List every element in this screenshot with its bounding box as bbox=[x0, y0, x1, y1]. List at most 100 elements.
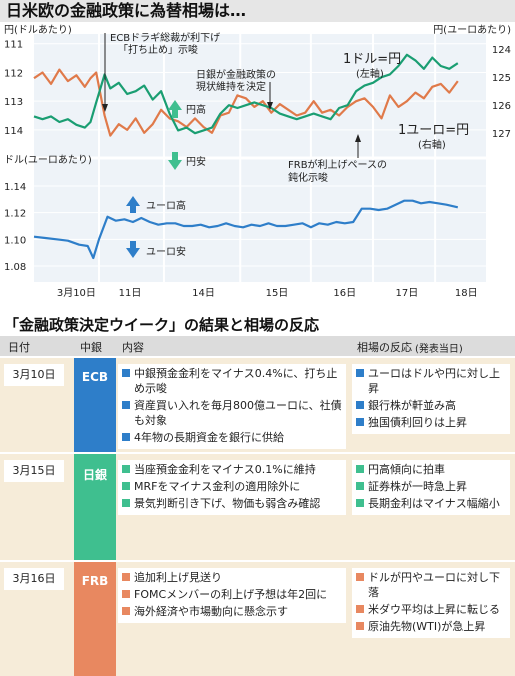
series-lines bbox=[33, 53, 459, 260]
bottom-tick-label: 1.10 bbox=[4, 235, 26, 246]
left-axis-unit: 円(ドルあたり) bbox=[4, 24, 72, 36]
content-item: 4年物の長期資金を銀行に供給 bbox=[122, 430, 342, 445]
bank-name: ECB bbox=[81, 370, 109, 384]
row-reaction: ユーロはドルや円に対し上昇 銀行株が軒並み高 独国債利回りは上昇 bbox=[352, 364, 510, 434]
reaction-item: 銀行株が軒並み高 bbox=[356, 398, 506, 413]
header-content: 内容 bbox=[122, 341, 144, 354]
bullet-icon bbox=[356, 573, 364, 581]
row-content: 中銀預金金利をマイナス0.4%に、打ち止め示唆 資産買い入れを毎月800億ユーロ… bbox=[118, 364, 346, 449]
x-tick-label: 15日 bbox=[266, 288, 289, 299]
content-text: 資産買い入れを毎月800億ユーロに、社債も対象 bbox=[134, 399, 342, 427]
bottom-tick-label: 1.14 bbox=[4, 182, 26, 193]
content-item: 当座預金金利をマイナス0.1%に維持 bbox=[122, 462, 342, 477]
content-item: 景気判断引き下げ、物価も弱含み確認 bbox=[122, 496, 342, 511]
policy-table: 「金融政策決定ウイーク」の結果と相場の反応 日付 中銀 内容 相場の反応 (発表… bbox=[0, 312, 515, 676]
header-reaction-note: (発表当日) bbox=[415, 344, 463, 355]
row-date: 3月15日 bbox=[4, 460, 64, 482]
reaction-text: 銀行株が軒並み高 bbox=[368, 399, 456, 412]
left-tick-label: 114 bbox=[4, 126, 23, 137]
chart-title: 日米欧の金融政策に為替相場は… bbox=[6, 1, 246, 20]
header-date: 日付 bbox=[8, 341, 30, 354]
chart-svg: 日米欧の金融政策に為替相場は… 円(ドルあたり) 円(ユーロあたり) ドル(ユー… bbox=[0, 0, 515, 299]
tick-labels: 111 112 113 114 124 125 126 127 1.14 1.12 1.10 1.08 bbox=[4, 40, 511, 273]
table-title: 「金融政策決定ウイーク」の結果と相場の反応 bbox=[4, 316, 320, 334]
content-item: MRFをマイナス金利の適用除外に bbox=[122, 479, 342, 494]
yen-down-arrow bbox=[168, 152, 182, 170]
usd-series-label: 1ドル=円 bbox=[343, 52, 401, 67]
header-bank: 中銀 bbox=[80, 341, 102, 354]
x-tick-label: 3月10日 bbox=[57, 287, 96, 299]
row-reaction: ドルが円やユーロに対し下落 米ダウ平均は上昇に転じる 原油先物(WTI)が急上昇 bbox=[352, 568, 510, 638]
content-text: MRFをマイナス金利の適用除外に bbox=[134, 480, 301, 493]
right-tick-label: 126 bbox=[492, 101, 511, 112]
usd-axis-note: (左軸) bbox=[356, 67, 384, 80]
content-text: FOMCメンバーの利上げ予想は年2回に bbox=[134, 588, 328, 601]
content-text: 4年物の長期資金を銀行に供給 bbox=[134, 431, 284, 444]
bullet-icon bbox=[122, 573, 130, 581]
content-text: 景気判断引き下げ、物価も弱含み確認 bbox=[134, 497, 321, 510]
ecb-annotation-2: 「打ち止め」示唆 bbox=[118, 43, 198, 56]
x-tick-label: 14日 bbox=[192, 288, 215, 299]
frb-arrowhead bbox=[355, 134, 361, 142]
title-band bbox=[0, 0, 515, 22]
euro-down-arrow bbox=[126, 241, 140, 258]
reaction-item: 長期金利はマイナス幅縮小 bbox=[356, 496, 506, 511]
reaction-text: ユーロはドルや円に対し上昇 bbox=[368, 367, 500, 395]
eur-series-label: 1ユーロ=円 bbox=[398, 123, 469, 138]
right-axis-unit: 円(ユーロあたり) bbox=[433, 24, 511, 36]
exchange-rate-chart: 日米欧の金融政策に為替相場は… 円(ドルあたり) 円(ユーロあたり) ドル(ユー… bbox=[0, 0, 515, 305]
bottom-tick-label: 1.12 bbox=[4, 209, 26, 220]
ecb-annotation: ECBドラギ総裁が利下げ bbox=[110, 31, 220, 44]
row-reaction: 円高傾向に拍車 証券株が一時急上昇 長期金利はマイナス幅縮小 bbox=[352, 460, 510, 515]
reaction-text: 長期金利はマイナス幅縮小 bbox=[368, 497, 500, 510]
content-text: 追加利上げ見送り bbox=[134, 571, 222, 584]
euro-up-arrow bbox=[126, 196, 140, 213]
right-tick-label: 124 bbox=[492, 45, 511, 56]
frb-annotation: FRBが利上げペースの bbox=[288, 158, 387, 171]
content-item: 資産買い入れを毎月800億ユーロに、社債も対象 bbox=[122, 398, 342, 428]
boj-annotation-2: 現状維持を決定 bbox=[196, 80, 266, 93]
reaction-item: ドルが円やユーロに対し下落 bbox=[356, 570, 506, 600]
left-tick-label: 112 bbox=[4, 68, 23, 79]
yen-up-label: 円高 bbox=[186, 103, 206, 116]
reaction-item: 円高傾向に拍車 bbox=[356, 462, 506, 477]
table-row-frb: 3月16日 FRB 追加利上げ見送り FOMCメンバーの利上げ予想は年2回に 海… bbox=[0, 560, 515, 676]
usd-jpy-line bbox=[33, 68, 459, 137]
bank-badge-frb: FRB bbox=[74, 562, 116, 676]
reaction-text: 円高傾向に拍車 bbox=[368, 463, 445, 476]
bullet-icon bbox=[122, 482, 130, 490]
bullet-icon bbox=[356, 418, 364, 426]
x-tick-label: 16日 bbox=[333, 288, 356, 299]
reaction-text: 証券株が一時急上昇 bbox=[368, 480, 467, 493]
bank-name: FRB bbox=[81, 574, 109, 588]
boj-arrowhead bbox=[267, 102, 273, 110]
x-tick-label: 18日 bbox=[455, 288, 478, 299]
ecb-arrowhead bbox=[102, 104, 108, 112]
content-item: 中銀預金金利をマイナス0.4%に、打ち止め示唆 bbox=[122, 366, 342, 396]
reaction-item: ユーロはドルや円に対し上昇 bbox=[356, 366, 506, 396]
bullet-icon bbox=[356, 465, 364, 473]
euro-down-label: ユーロ安 bbox=[146, 245, 186, 258]
bank-badge-boj: 日銀 bbox=[74, 454, 116, 560]
reaction-item: 独国債利回りは上昇 bbox=[356, 415, 506, 430]
left-tick-label: 111 bbox=[4, 40, 23, 51]
x-tick-label: 17日 bbox=[396, 288, 419, 299]
bullet-icon bbox=[356, 499, 364, 507]
bank-badge-ecb: ECB bbox=[74, 358, 116, 452]
reaction-text: 原油先物(WTI)が急上昇 bbox=[368, 620, 486, 633]
eur-usd-line bbox=[33, 199, 459, 260]
x-axis-labels: 3月10日 11日 14日 15日 16日 17日 18日 bbox=[57, 287, 478, 299]
content-item: FOMCメンバーの利上げ予想は年2回に bbox=[122, 587, 342, 602]
bullet-icon bbox=[122, 590, 130, 598]
reaction-item: 原油先物(WTI)が急上昇 bbox=[356, 619, 506, 634]
yen-down-label: 円安 bbox=[186, 155, 206, 168]
content-text: 当座預金金利をマイナス0.1%に維持 bbox=[134, 463, 316, 476]
reaction-item: 証券株が一時急上昇 bbox=[356, 479, 506, 494]
reaction-text: ドルが円やユーロに対し下落 bbox=[368, 571, 500, 599]
row-date: 3月16日 bbox=[4, 568, 64, 590]
row-content: 追加利上げ見送り FOMCメンバーの利上げ予想は年2回に 海外経済や市場動向に懸… bbox=[118, 568, 346, 623]
euro-up-label: ユーロ高 bbox=[146, 199, 186, 212]
table-header: 日付 中銀 内容 相場の反応 (発表当日) bbox=[0, 336, 515, 356]
bullet-icon bbox=[356, 401, 364, 409]
content-item: 追加利上げ見送り bbox=[122, 570, 342, 585]
